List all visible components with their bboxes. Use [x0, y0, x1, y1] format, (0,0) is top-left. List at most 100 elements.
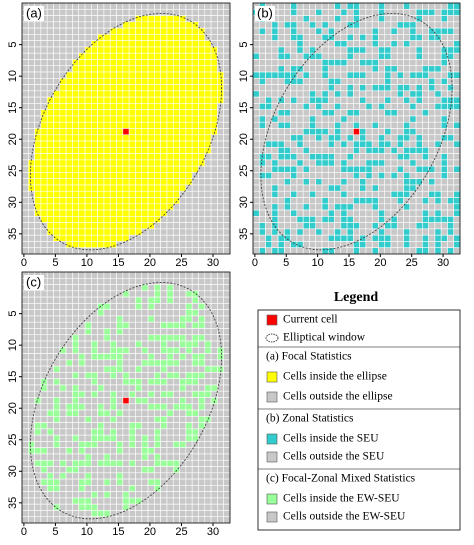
- y-tick-label: 15: [238, 102, 250, 114]
- cell: [21, 159, 29, 167]
- cell: [97, 209, 105, 217]
- cell: [428, 128, 436, 136]
- cell: [40, 140, 48, 148]
- cell: [160, 434, 168, 442]
- cell: [223, 115, 231, 123]
- cell: [198, 134, 206, 142]
- cell: [46, 309, 54, 317]
- cell: [217, 78, 224, 85]
- cell: [185, 428, 193, 436]
- cell: [72, 109, 80, 117]
- cell: [122, 403, 130, 411]
- cell: [179, 34, 187, 41]
- cell: [84, 78, 92, 85]
- cell: [160, 303, 168, 310]
- cell: [384, 52, 392, 60]
- cell: [191, 71, 199, 79]
- cell: [271, 134, 279, 142]
- cell: [109, 172, 117, 180]
- cell: [217, 503, 224, 511]
- cell: [172, 315, 180, 323]
- cell: [78, 21, 86, 29]
- cell: [334, 197, 342, 205]
- cell: [147, 197, 155, 205]
- cell: [210, 372, 218, 379]
- cell: [290, 34, 298, 41]
- cell: [223, 52, 231, 60]
- cell: [103, 491, 111, 499]
- cell: [65, 228, 73, 236]
- cell: [296, 159, 304, 167]
- cell: [135, 109, 143, 117]
- cell: [21, 46, 29, 54]
- cell: [378, 134, 386, 142]
- cell: [271, 140, 279, 148]
- cell: [198, 34, 206, 41]
- cell: [84, 103, 92, 110]
- cell: [434, 115, 442, 123]
- cell: [46, 422, 54, 430]
- cell: [284, 184, 291, 192]
- cell: [141, 147, 149, 154]
- cell: [309, 134, 317, 142]
- cell: [84, 485, 92, 492]
- cell: [40, 503, 48, 511]
- cell: [440, 34, 448, 41]
- cell: [204, 165, 212, 173]
- cell: [65, 153, 73, 161]
- cell: [160, 78, 168, 85]
- cell: [179, 340, 187, 348]
- cell: [78, 271, 86, 279]
- cell: [141, 485, 149, 492]
- cell: [191, 96, 199, 104]
- cell: [315, 115, 323, 123]
- cell: [440, 159, 448, 167]
- cell: [409, 27, 417, 35]
- cell: [210, 277, 218, 285]
- cell: [141, 466, 149, 474]
- cell: [34, 422, 42, 430]
- cell: [258, 65, 266, 73]
- cell: [116, 284, 124, 292]
- cell: [84, 441, 92, 448]
- cell: [365, 2, 373, 10]
- cell: [147, 21, 155, 29]
- cell: [72, 271, 80, 279]
- cell: [422, 197, 429, 205]
- cell: [46, 378, 54, 386]
- cell: [72, 416, 80, 423]
- cell: [371, 78, 379, 85]
- cell: [84, 372, 92, 379]
- cell: [396, 184, 404, 192]
- cell: [116, 190, 124, 198]
- cell: [166, 390, 174, 398]
- cell: [154, 59, 161, 67]
- cell: [72, 441, 80, 448]
- cell: [353, 84, 360, 92]
- y-tick-label: 30: [7, 196, 19, 208]
- cell: [271, 203, 279, 211]
- cell: [321, 228, 329, 236]
- cell: [346, 40, 354, 48]
- cell: [128, 178, 136, 186]
- cell: [78, 128, 86, 136]
- cell: [147, 134, 155, 142]
- cell: [210, 140, 218, 148]
- cell: [396, 178, 404, 186]
- cell: [277, 134, 285, 142]
- cell: [204, 516, 212, 524]
- cell: [65, 247, 73, 255]
- cell: [103, 90, 111, 98]
- cell: [103, 466, 111, 474]
- cell: [422, 115, 429, 123]
- legend-heading: (b) Zonal Statistics: [266, 413, 354, 425]
- cell: [91, 27, 98, 35]
- cell: [78, 178, 86, 186]
- cell: [172, 466, 180, 474]
- cell: [346, 222, 354, 230]
- cell: [53, 378, 61, 386]
- cell: [128, 52, 136, 60]
- cell: [390, 103, 398, 110]
- cell: [154, 147, 161, 154]
- cell: [384, 247, 392, 255]
